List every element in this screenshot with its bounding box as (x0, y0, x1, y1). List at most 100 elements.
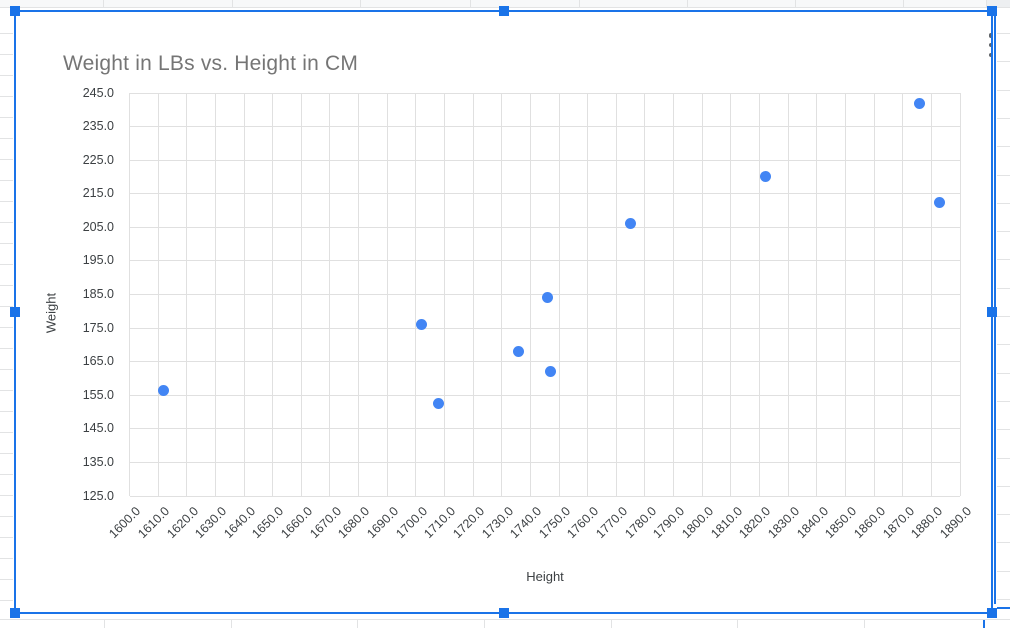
sheet-gridline (997, 316, 1010, 317)
sheet-gridline (0, 453, 13, 454)
x-axis-title: Height (526, 569, 564, 584)
plot-gridline (959, 93, 961, 496)
sheet-gridline (0, 201, 13, 202)
scatter-point[interactable] (542, 292, 554, 304)
sheet-gridline (470, 0, 471, 7)
sheet-gridline (0, 600, 13, 601)
sheet-gridline (103, 0, 104, 7)
sheet-gridline (0, 159, 13, 160)
sheet-gridline (0, 474, 13, 475)
sheet-gridline (484, 620, 485, 628)
sheet-gridline (360, 0, 361, 7)
sheet-gridline (997, 33, 1010, 34)
selection-handle-bottom-right[interactable] (987, 608, 997, 618)
sheet-gridline (997, 485, 1010, 487)
sheet-gridline (997, 231, 1010, 233)
sheet-gridline (997, 174, 1010, 176)
scatter-point[interactable] (625, 218, 637, 230)
plot-gridline (129, 495, 960, 497)
sheet-gridline (0, 117, 13, 118)
y-axis-tick-label: 165.0 (82, 354, 114, 369)
y-axis-tick-label: 125.0 (82, 488, 114, 503)
sheet-gridline (0, 138, 13, 139)
plot-gridline (129, 428, 960, 430)
scatter-point[interactable] (914, 97, 926, 109)
sheet-gridline (0, 411, 13, 412)
sheet-gridline (0, 243, 13, 244)
selection-handle-middle-left[interactable] (10, 307, 20, 317)
sheet-gridline (231, 620, 232, 628)
sheet-gridline (997, 89, 1010, 91)
sheet-gridline (357, 620, 358, 628)
sheet-gridline (997, 514, 1010, 516)
sheet-gridline (0, 390, 13, 391)
chart-card[interactable]: Weight in LBs vs. Height in CM (16, 12, 994, 612)
sheet-gridline (0, 432, 13, 433)
sheet-gridline (0, 222, 13, 223)
scatter-point[interactable] (433, 398, 445, 410)
sheet-gridline (0, 369, 13, 370)
selection-outline-segment (994, 16, 996, 604)
sheet-gridline (687, 0, 688, 7)
scatter-point[interactable] (513, 346, 525, 358)
sheet-gridline (997, 202, 1010, 204)
sheet-gridline (997, 146, 1010, 148)
sheet-gridline (997, 259, 1010, 261)
sheet-gridline (0, 537, 13, 538)
sheet-gridline (0, 180, 13, 181)
scatter-point[interactable] (934, 196, 946, 208)
sheet-gridline (997, 457, 1010, 459)
y-axis-tick-label: 155.0 (82, 387, 114, 402)
sheet-gridline (0, 348, 13, 349)
sheet-gridline (864, 620, 865, 628)
sheet-gridline (104, 620, 105, 628)
selection-handle-bottom-middle[interactable] (498, 608, 509, 618)
sheet-gridline (997, 570, 1010, 572)
y-axis-tick-label: 175.0 (82, 320, 114, 335)
y-axis-tick-label: 225.0 (82, 152, 114, 167)
sheet-gridline (611, 620, 612, 628)
sheet-gridline (0, 619, 1010, 620)
sheet-gridline (997, 429, 1010, 431)
sheet-gridline (737, 620, 738, 628)
sheet-gridline (0, 33, 13, 34)
selection-handle-top-right[interactable] (987, 6, 997, 16)
sheet-gridline (997, 372, 1010, 374)
sheet-gridline (0, 285, 13, 286)
plot-gridline (129, 260, 960, 262)
sheet-gridline (579, 0, 580, 7)
plot-gridline (129, 193, 960, 195)
chart-title: Weight in LBs vs. Height in CM (63, 52, 359, 75)
y-axis-tick-label: 245.0 (82, 85, 114, 100)
selection-handle-top-left[interactable] (10, 6, 20, 16)
sheet-gridline (0, 579, 13, 580)
y-axis-tick-label: 145.0 (82, 421, 114, 436)
plot-gridline (129, 327, 960, 329)
selection-handle-bottom-left[interactable] (10, 608, 20, 618)
plot-gridline (129, 361, 960, 363)
scatter-point[interactable] (759, 171, 771, 183)
plot-gridline (129, 126, 960, 128)
y-axis-tick-label: 195.0 (82, 253, 114, 268)
sheet-gridline (0, 495, 13, 496)
scatter-point[interactable] (416, 319, 428, 331)
selection-outline-segment (983, 620, 985, 628)
sheet-gridline (997, 542, 1010, 544)
plot-gridline (129, 226, 960, 228)
selection-handle-top-middle[interactable] (498, 6, 509, 16)
sheet-gridline (0, 264, 13, 265)
scatter-point[interactable] (158, 384, 170, 396)
sheet-gridline (997, 400, 1010, 402)
sheet-gridline (0, 96, 13, 97)
sheet-gridline (997, 599, 1010, 600)
sheet-gridline (0, 306, 13, 307)
selection-handle-middle-right[interactable] (987, 307, 997, 317)
scatter-point[interactable] (544, 366, 556, 378)
y-axis-tick-label: 185.0 (82, 287, 114, 301)
sheet-gridline (997, 117, 1010, 119)
sheet-gridline (997, 287, 1010, 289)
y-axis-title: Weight (43, 292, 59, 334)
sheet-cells-top-strip (0, 0, 1010, 8)
sheet-gridline (0, 75, 13, 76)
y-axis-tick-label: 215.0 (82, 186, 114, 201)
